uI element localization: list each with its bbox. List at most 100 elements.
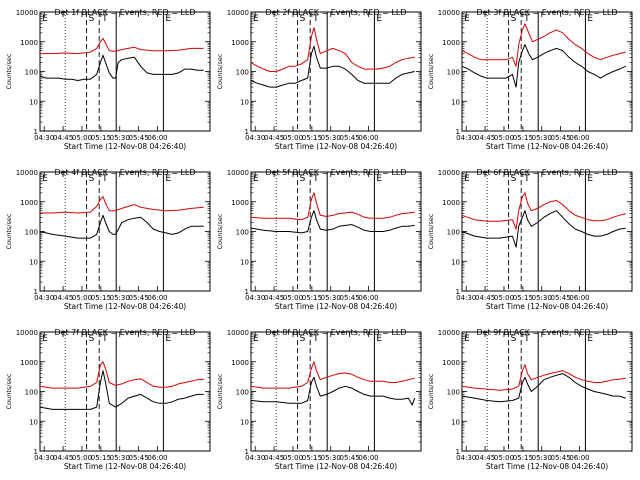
- y-tick-label: 1: [34, 448, 38, 456]
- marker-label-s: S: [511, 334, 517, 344]
- y-tick-label: 1000: [442, 39, 460, 47]
- x-tick-label: 05:45: [340, 134, 360, 142]
- x-tick-label: 04:45: [475, 294, 495, 302]
- y-tick-label: 100: [236, 389, 249, 397]
- y-tick-label: 10: [29, 98, 38, 106]
- x-tick-label: 05:45: [129, 294, 149, 302]
- panel-title: Det 7f BLACK = Events, RED = LLD: [54, 328, 195, 337]
- x-tick-label: 05:45: [340, 294, 360, 302]
- x-tick-label: 05:00: [494, 134, 514, 142]
- marker-label-s: S: [89, 174, 95, 184]
- marker-label-s: S: [300, 174, 306, 184]
- x-tick-label: 04:30: [245, 294, 265, 302]
- x-tick-label: 05:30: [532, 134, 552, 142]
- x-tick-label: 04:30: [34, 294, 54, 302]
- series-lld-line: [250, 27, 415, 72]
- marker-label-e-start: E: [42, 174, 48, 184]
- marker-label-e-end: E: [376, 174, 382, 184]
- x-tick-label: 04:30: [245, 134, 265, 142]
- x-tick-label: 04:30: [245, 454, 265, 462]
- marker-label-e-start: E: [464, 174, 470, 184]
- x-tick-label: 04:30: [456, 134, 476, 142]
- x-tick-label: 05:00: [283, 454, 303, 462]
- x-tick-label: 05:00: [494, 454, 514, 462]
- y-tick-label: 10000: [438, 169, 460, 177]
- series-lld-line: [40, 37, 204, 55]
- marker-label-t: T: [523, 14, 530, 24]
- y-tick-label: 1000: [442, 359, 460, 367]
- marker-label-e-end: E: [587, 174, 593, 184]
- plot-frame: [250, 331, 422, 452]
- x-axis-label: Start Time (12-Nov-08 04:26:40): [486, 462, 608, 471]
- series-lld-line: [39, 361, 204, 389]
- x-tick-label: 05:15: [302, 134, 322, 142]
- marker-label-s: S: [511, 14, 517, 24]
- x-tick-label: 05:30: [110, 134, 130, 142]
- x-tick-label: 05:45: [551, 294, 571, 302]
- x-tick-label: 05:45: [551, 454, 571, 462]
- x-tick-label: 06:00: [569, 454, 589, 462]
- panel-title: Det 6f BLACK = Events, RED = LLD: [476, 168, 617, 177]
- x-tick-label: 05:15: [91, 454, 111, 462]
- x-tick-label: 05:45: [129, 134, 149, 142]
- marker-label-e-end: E: [165, 14, 171, 24]
- x-tick-label: 06:00: [147, 294, 167, 302]
- x-tick-label: 06:00: [569, 294, 589, 302]
- plot-frame: [461, 11, 633, 132]
- y-tick-label: 10: [29, 258, 38, 266]
- series-lld-line: [250, 361, 415, 389]
- x-tick-label: 04:45: [53, 134, 73, 142]
- x-tick-label: 06:00: [358, 294, 378, 302]
- x-tick-label: 05:15: [513, 134, 533, 142]
- chart-panel-3: 1 10 100 1000 10000 04:3004:4505:0005:1505:30…: [427, 8, 633, 151]
- marker-label-t: T: [101, 14, 108, 24]
- x-tick-label: 06:00: [569, 134, 589, 142]
- y-tick-label: 10000: [16, 9, 38, 17]
- x-tick-label: 05:00: [494, 294, 514, 302]
- marker-label-t: T: [523, 174, 530, 184]
- marker-label-t: T: [312, 174, 319, 184]
- marker-label-s: S: [300, 334, 306, 344]
- marker-label-e-start: E: [42, 14, 48, 24]
- x-axis-label: Start Time (12-Nov-08 04:26:40): [64, 302, 186, 311]
- y-axis-label: Counts/sec: [5, 53, 13, 89]
- x-tick-label: 05:15: [91, 134, 111, 142]
- y-tick-label: 10000: [16, 329, 38, 337]
- x-tick-label: 05:00: [283, 134, 303, 142]
- x-tick-label: 05:30: [532, 294, 552, 302]
- y-tick-label: 100: [236, 229, 249, 237]
- chart-panel-6: 1 10 100 1000 10000 04:3004:4505:0005:1505:30…: [427, 168, 633, 311]
- y-tick-label: 100: [447, 69, 460, 77]
- chart-panel-5: 1 10 100 1000 10000 04:3004:4505:0005:1505:30…: [216, 168, 422, 311]
- y-tick-label: 1: [456, 288, 460, 296]
- x-tick-label: 05:00: [72, 454, 92, 462]
- x-axis-label: Start Time (12-Nov-08 04:26:40): [275, 462, 397, 471]
- marker-label-s: S: [511, 174, 517, 184]
- y-axis-label: Counts/sec: [427, 53, 435, 89]
- marker-label-e-start: E: [253, 174, 259, 184]
- series-events-line: [250, 210, 415, 234]
- y-tick-label: 10: [240, 98, 249, 106]
- y-tick-label: 10: [451, 258, 460, 266]
- x-tick-label: 04:45: [475, 134, 495, 142]
- y-tick-label: 100: [25, 69, 38, 77]
- x-tick-label: 05:30: [532, 454, 552, 462]
- series-events-line: [39, 214, 204, 239]
- marker-label-e-start: E: [42, 334, 48, 344]
- marker-label-e-start: E: [464, 14, 470, 24]
- x-tick-label: 06:00: [358, 454, 378, 462]
- x-tick-label: 04:45: [264, 294, 284, 302]
- y-tick-label: 1: [245, 448, 249, 456]
- x-tick-label: 05:30: [110, 294, 130, 302]
- y-tick-label: 10000: [227, 169, 249, 177]
- x-tick-label: 06:00: [147, 454, 167, 462]
- series-events-line: [250, 45, 415, 88]
- panel-title: Det 9f BLACK = Events, RED = LLD: [476, 328, 617, 337]
- x-tick-label: 05:00: [72, 294, 92, 302]
- x-tick-label: 04:45: [264, 134, 284, 142]
- marker-label-e-start: E: [253, 14, 259, 24]
- x-tick-label: 04:30: [34, 134, 54, 142]
- y-tick-label: 1: [34, 128, 38, 136]
- x-tick-label: 04:45: [475, 454, 495, 462]
- x-tick-label: 05:15: [91, 294, 111, 302]
